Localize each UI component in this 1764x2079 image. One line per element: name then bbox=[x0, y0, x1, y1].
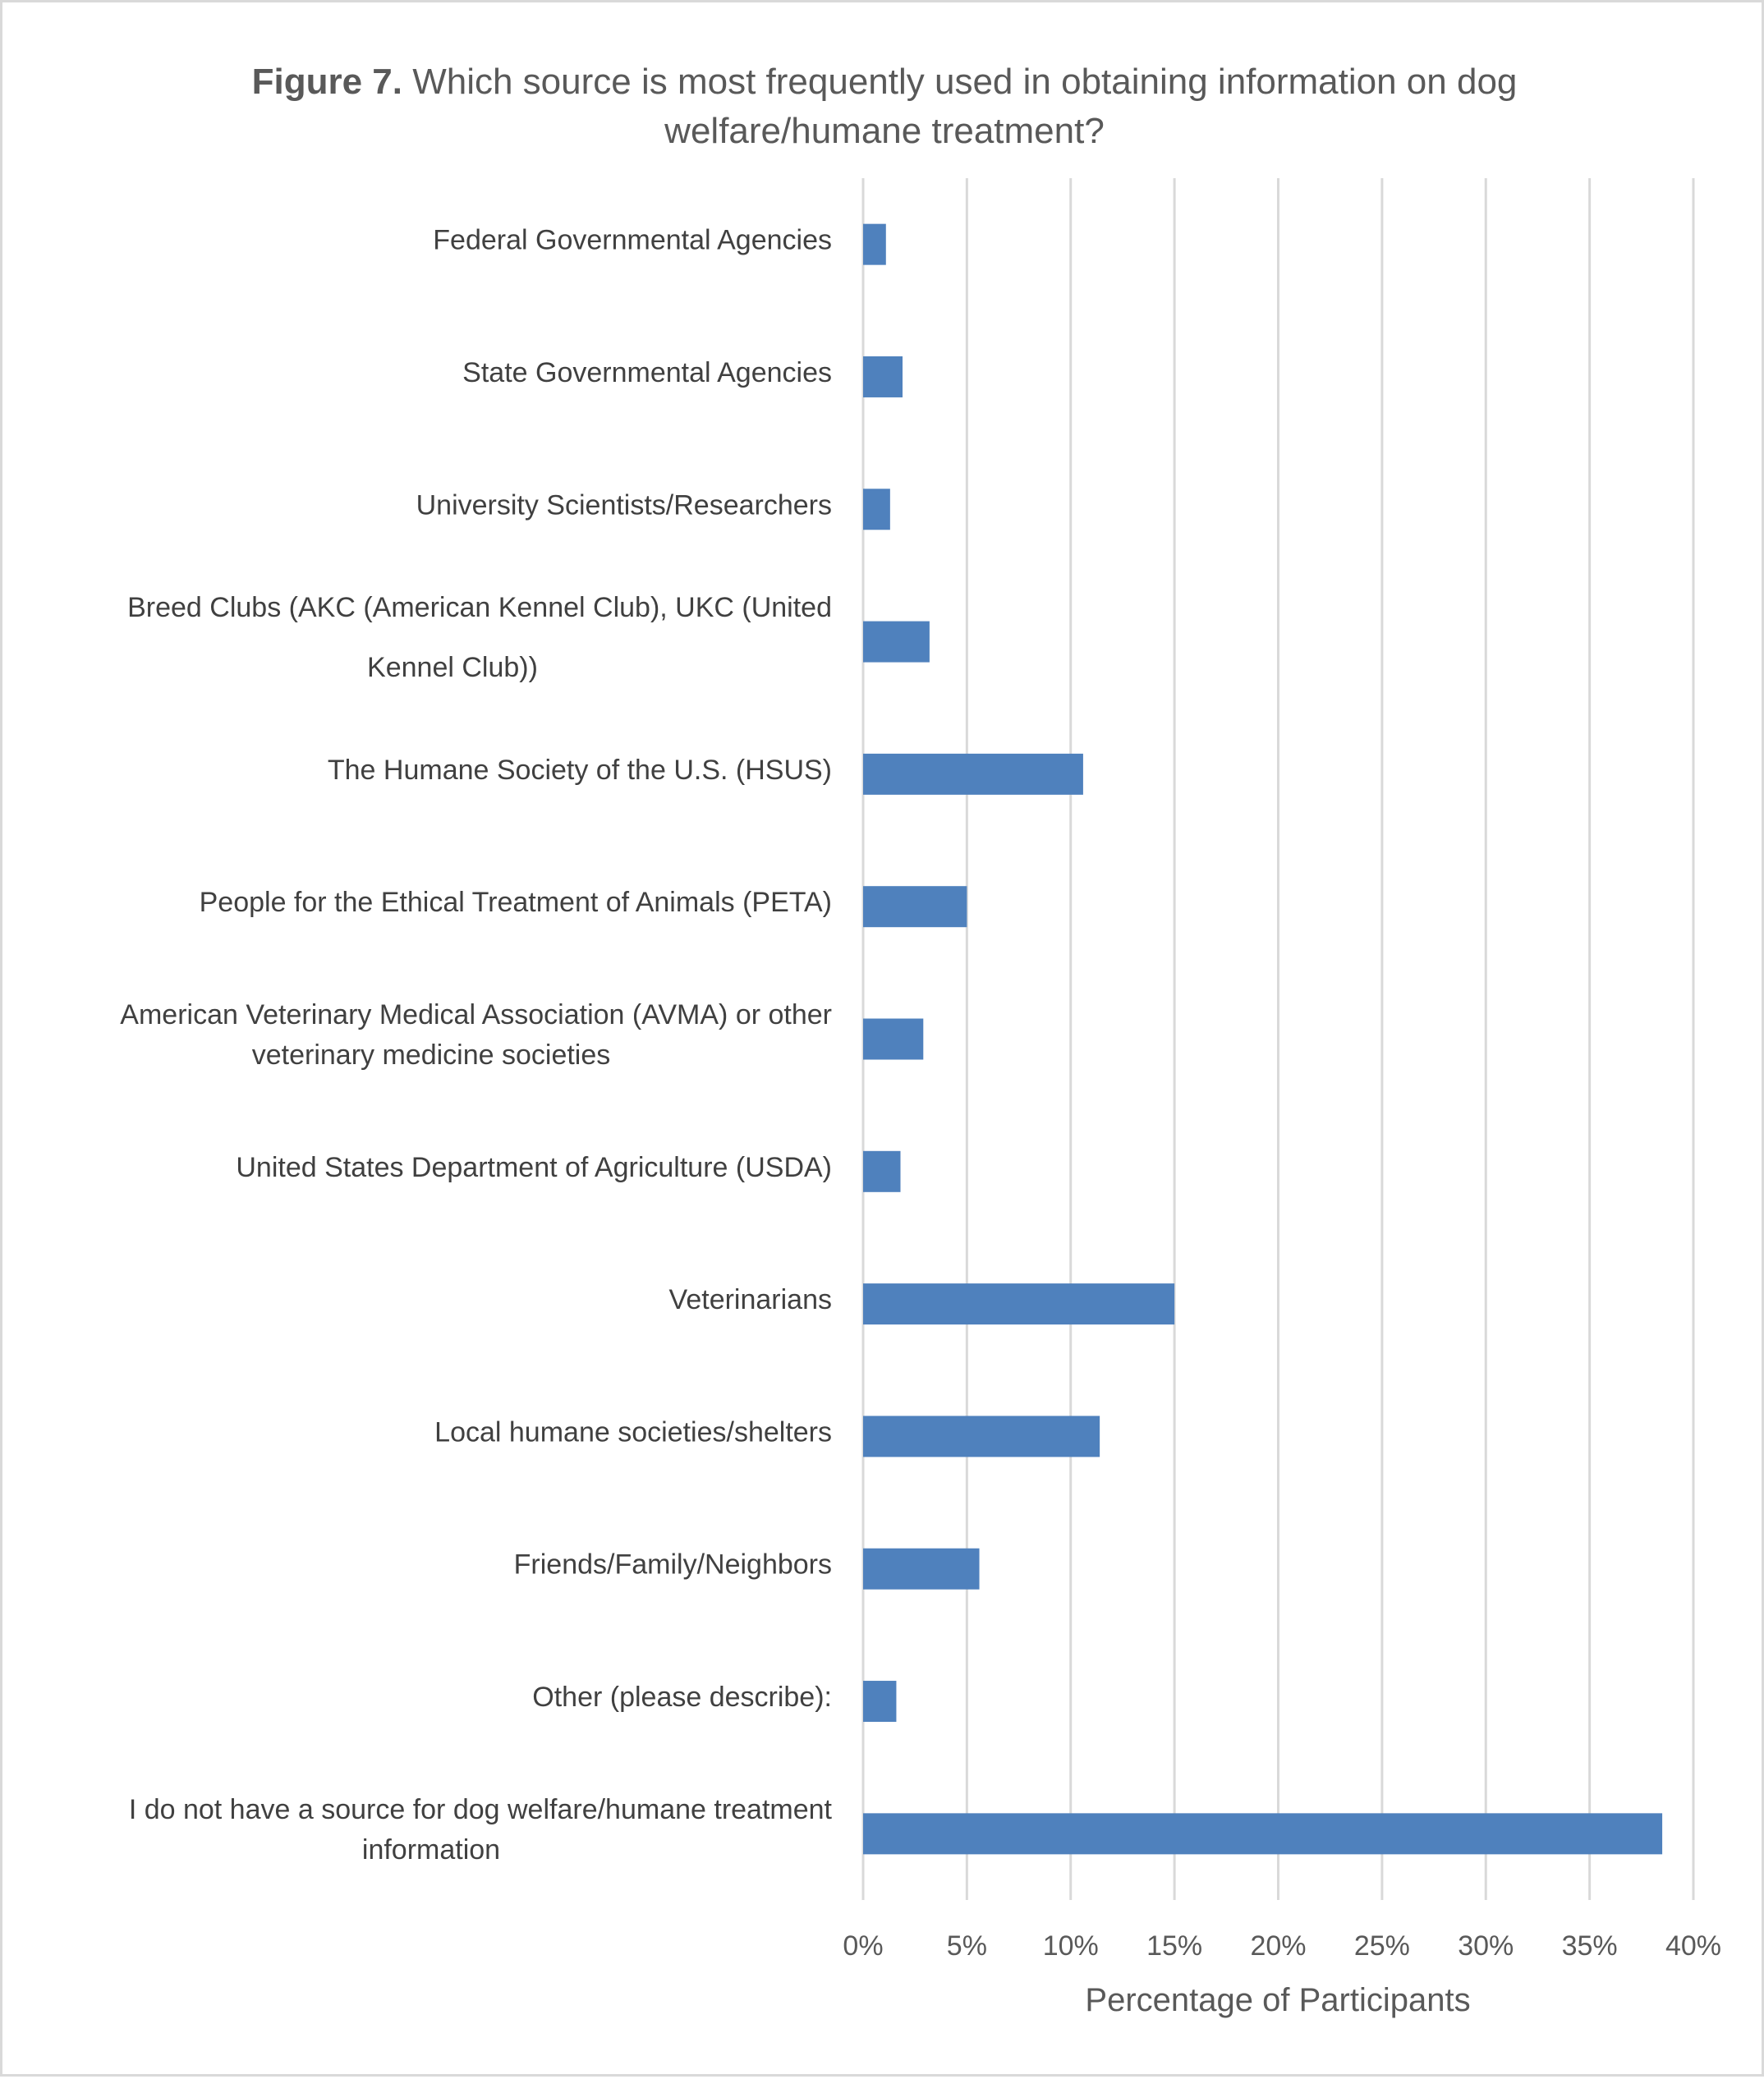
category-label: American Veterinary Medical Association … bbox=[120, 999, 832, 1030]
bar bbox=[863, 223, 886, 265]
x-tick-label: 0% bbox=[843, 1930, 883, 1962]
category-label: People for the Ethical Treatment of Anim… bbox=[200, 887, 832, 918]
bar bbox=[863, 1150, 901, 1192]
category-label: veterinary medicine societies bbox=[252, 1040, 611, 1071]
x-tick-label: 25% bbox=[1354, 1930, 1410, 1962]
category-label: Local humane societies/shelters bbox=[434, 1416, 832, 1448]
x-tick-label: 10% bbox=[1043, 1930, 1099, 1962]
category-label: Federal Governmental Agencies bbox=[433, 225, 832, 256]
bar bbox=[863, 1416, 1100, 1457]
category-label: Veterinarians bbox=[669, 1284, 832, 1315]
bar bbox=[863, 1548, 980, 1590]
bar bbox=[863, 1813, 1663, 1855]
x-tick-label: 5% bbox=[947, 1930, 987, 1962]
category-label: United States Department of Agriculture … bbox=[236, 1152, 832, 1183]
category-label: I do not have a source for dog welfare/h… bbox=[129, 1794, 833, 1825]
chart-title-line-1: Figure 7. Which source is most frequentl… bbox=[252, 62, 1518, 102]
chart-title-line-2: welfare/humane treatment? bbox=[664, 111, 1105, 151]
bar bbox=[863, 489, 890, 530]
x-tick-label: 30% bbox=[1458, 1930, 1514, 1962]
bar bbox=[863, 621, 930, 663]
category-label: Breed Clubs (AKC (American Kennel Club),… bbox=[127, 592, 832, 623]
bar bbox=[863, 886, 967, 928]
bar bbox=[863, 753, 1083, 795]
category-label: The Humane Society of the U.S. (HSUS) bbox=[328, 755, 832, 786]
category-label: information bbox=[362, 1834, 500, 1866]
bar bbox=[863, 1681, 897, 1723]
x-tick-label: 15% bbox=[1146, 1930, 1202, 1962]
bar bbox=[863, 1018, 924, 1060]
x-tick-label: 40% bbox=[1665, 1930, 1721, 1962]
bar bbox=[863, 1283, 1175, 1325]
category-label: State Governmental Agencies bbox=[462, 357, 832, 388]
category-label: Friends/Family/Neighbors bbox=[514, 1549, 832, 1581]
x-tick-label: 35% bbox=[1562, 1930, 1618, 1962]
bar bbox=[863, 356, 903, 397]
category-label: University Scientists/Researchers bbox=[416, 489, 832, 521]
x-tick-label: 20% bbox=[1250, 1930, 1306, 1962]
category-label: Other (please describe): bbox=[532, 1682, 832, 1713]
x-axis-title: Percentage of Participants bbox=[1085, 1982, 1470, 2018]
category-label: Kennel Club)) bbox=[367, 652, 538, 683]
